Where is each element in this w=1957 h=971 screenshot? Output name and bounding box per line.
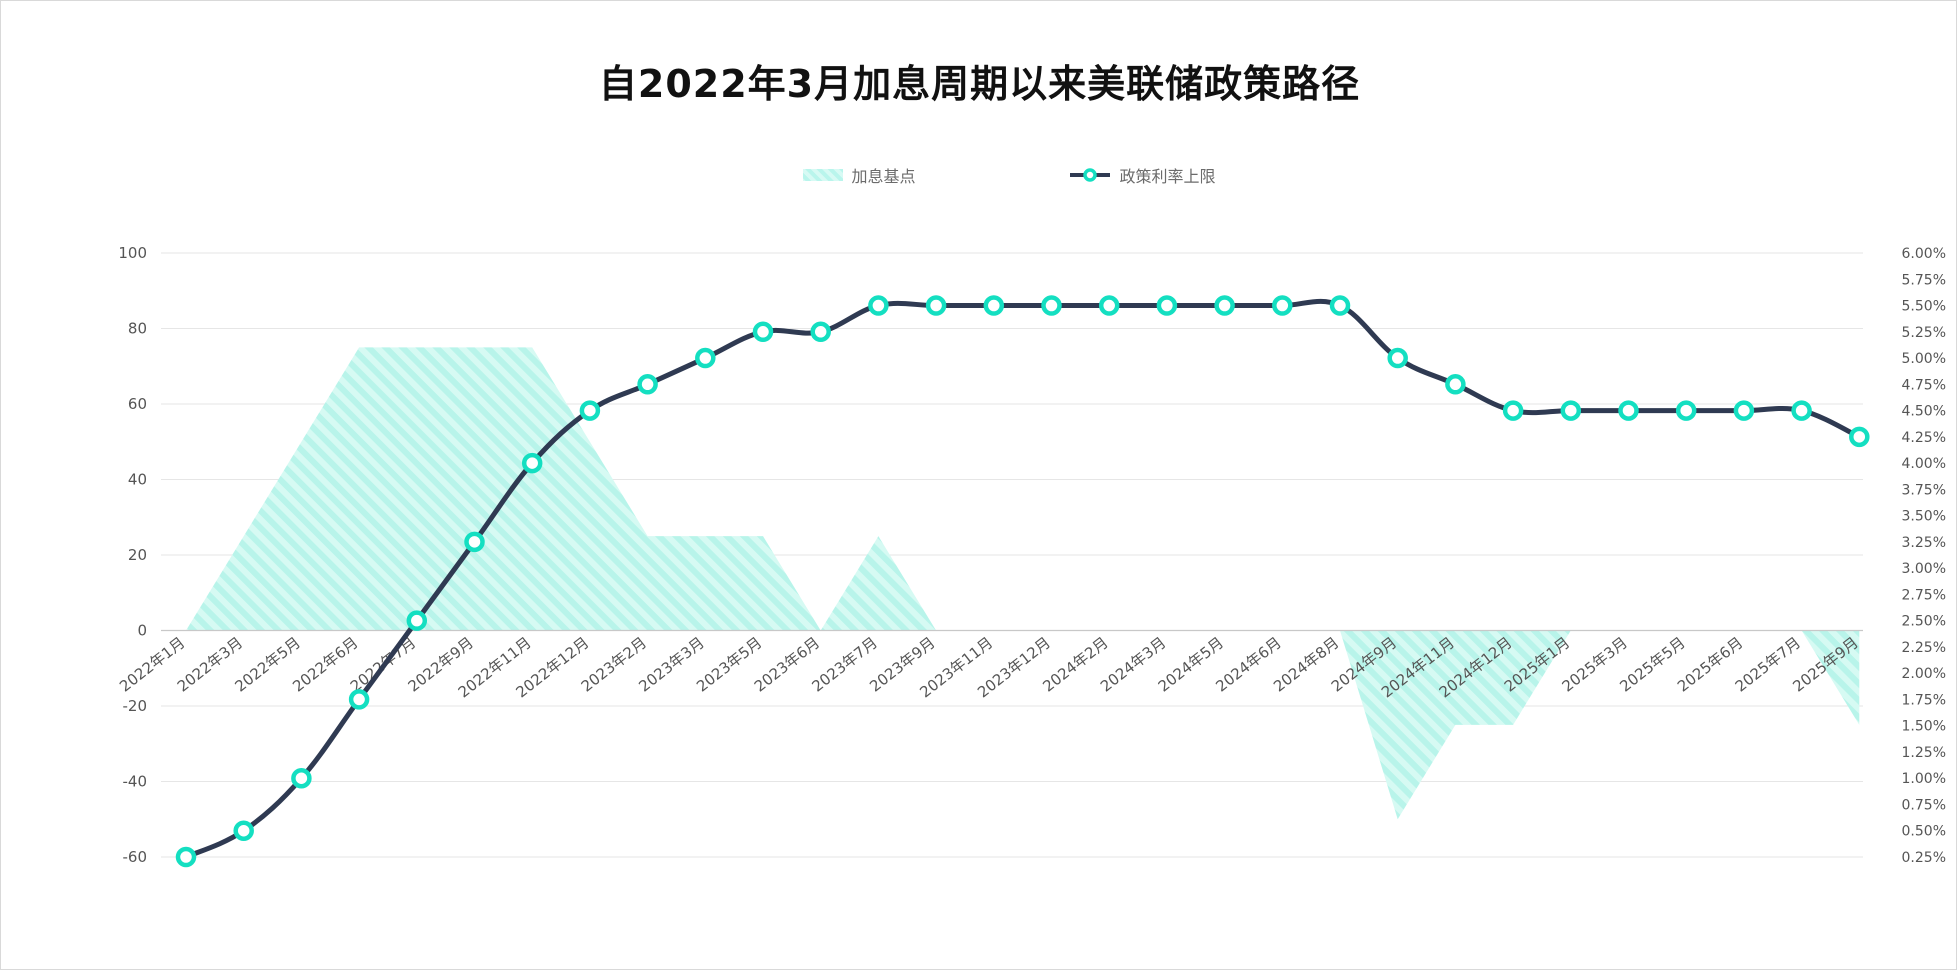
legend-label-line: 政策利率上限 bbox=[1119, 167, 1216, 186]
line-point-marker[interactable] bbox=[521, 452, 543, 474]
line-point-marker[interactable] bbox=[1849, 426, 1870, 448]
y-right-tick-label: 0.75% bbox=[1902, 797, 1946, 813]
y-right-tick-label: 6.00% bbox=[1902, 246, 1946, 262]
legend-line-marker-icon bbox=[1069, 168, 1110, 182]
line-point-marker[interactable] bbox=[406, 610, 428, 631]
legend-label-area: 加息基点 bbox=[851, 167, 916, 186]
line-point-marker[interactable] bbox=[925, 295, 947, 316]
line-point-marker[interactable] bbox=[1156, 295, 1178, 316]
y-left-tick-label: -60 bbox=[123, 848, 148, 866]
legend-area-swatch-icon bbox=[803, 169, 844, 181]
line-point-marker[interactable] bbox=[1272, 295, 1293, 316]
y-left-tick-label: 0 bbox=[137, 622, 147, 640]
y-right-tick-label: 1.25% bbox=[1902, 745, 1946, 761]
line-point-marker[interactable] bbox=[464, 531, 485, 553]
line-point-marker[interactable] bbox=[1445, 374, 1466, 395]
y-right-tick-label: 4.00% bbox=[1902, 456, 1946, 472]
line-point-marker[interactable] bbox=[695, 347, 716, 369]
y-left-tick-label: -20 bbox=[123, 697, 148, 715]
line-point-marker[interactable] bbox=[1098, 295, 1120, 316]
y-right-tick-label: 1.50% bbox=[1902, 719, 1946, 735]
y-right-tick-label: 1.00% bbox=[1902, 771, 1946, 787]
line-point-marker[interactable] bbox=[752, 321, 774, 343]
line-point-marker[interactable] bbox=[1214, 295, 1235, 316]
y-right-tick-label: 3.00% bbox=[1902, 561, 1946, 577]
y-right-tick-label: 4.50% bbox=[1902, 404, 1946, 420]
y-right-tick-label: 2.50% bbox=[1902, 614, 1946, 630]
y-right-tick-label: 5.25% bbox=[1902, 325, 1946, 341]
line-point-marker[interactable] bbox=[1041, 295, 1062, 316]
line-point-marker[interactable] bbox=[1733, 400, 1755, 421]
y-left-tick-label: 60 bbox=[128, 395, 147, 413]
y-left-tick-label: -40 bbox=[123, 773, 148, 791]
line-point-marker[interactable] bbox=[1387, 347, 1408, 369]
line-point-marker[interactable] bbox=[1502, 400, 1524, 421]
line-point-marker[interactable] bbox=[175, 846, 197, 868]
y-right-tick-label: 4.75% bbox=[1902, 377, 1946, 393]
y-right-tick-label: 1.75% bbox=[1902, 692, 1946, 708]
y-right-tick-label: 4.25% bbox=[1902, 430, 1946, 446]
line-point-marker[interactable] bbox=[1329, 295, 1351, 316]
line-point-marker[interactable] bbox=[579, 400, 601, 421]
area-series bbox=[186, 347, 1860, 820]
y-left-tick-label: 20 bbox=[128, 546, 147, 564]
legend: 加息基点 政策利率上限 bbox=[1, 163, 1957, 187]
y-right-tick-label: 2.25% bbox=[1902, 640, 1946, 656]
y-right-tick-label: 3.75% bbox=[1902, 482, 1946, 498]
y-right-tick-label: 3.50% bbox=[1902, 509, 1946, 525]
line-point-marker[interactable] bbox=[233, 820, 254, 841]
y-right-tick-label: 0.50% bbox=[1902, 824, 1946, 840]
line-point-marker[interactable] bbox=[291, 767, 312, 789]
line-point-marker[interactable] bbox=[637, 374, 658, 395]
area-path bbox=[186, 347, 1860, 820]
line-point-marker[interactable] bbox=[810, 321, 831, 343]
chart-title: 自2022年3月加息周期以来美联储政策路径 bbox=[598, 62, 1361, 106]
legend-item-area[interactable]: 加息基点 bbox=[743, 163, 916, 187]
y-right-tick-label: 0.25% bbox=[1902, 850, 1946, 866]
gridlines bbox=[161, 252, 1863, 858]
y-right-tick-label: 5.50% bbox=[1902, 299, 1946, 315]
line-point-marker[interactable] bbox=[1560, 400, 1582, 421]
y-left-tick-label: 40 bbox=[128, 471, 147, 489]
line-point-marker[interactable] bbox=[1618, 400, 1639, 421]
legend-item-line[interactable]: 政策利率上限 bbox=[972, 163, 1216, 187]
line-point-marker[interactable] bbox=[1791, 400, 1812, 421]
line-point-marker[interactable] bbox=[983, 295, 1005, 316]
y-left-tick-label: 100 bbox=[118, 244, 147, 262]
line-point-marker[interactable] bbox=[868, 295, 889, 316]
y-left-tick-label: 80 bbox=[128, 320, 147, 338]
y-right-tick-label: 2.75% bbox=[1902, 587, 1946, 603]
y-right-tick-label: 5.75% bbox=[1902, 272, 1946, 288]
line-point-marker[interactable] bbox=[1675, 400, 1697, 421]
line-markers bbox=[175, 295, 1870, 868]
y-right-tick-label: 2.00% bbox=[1902, 666, 1946, 682]
y-right-tick-label: 5.00% bbox=[1902, 351, 1946, 367]
y-right-tick-label: 3.25% bbox=[1902, 535, 1946, 551]
line-point-marker[interactable] bbox=[348, 689, 370, 710]
